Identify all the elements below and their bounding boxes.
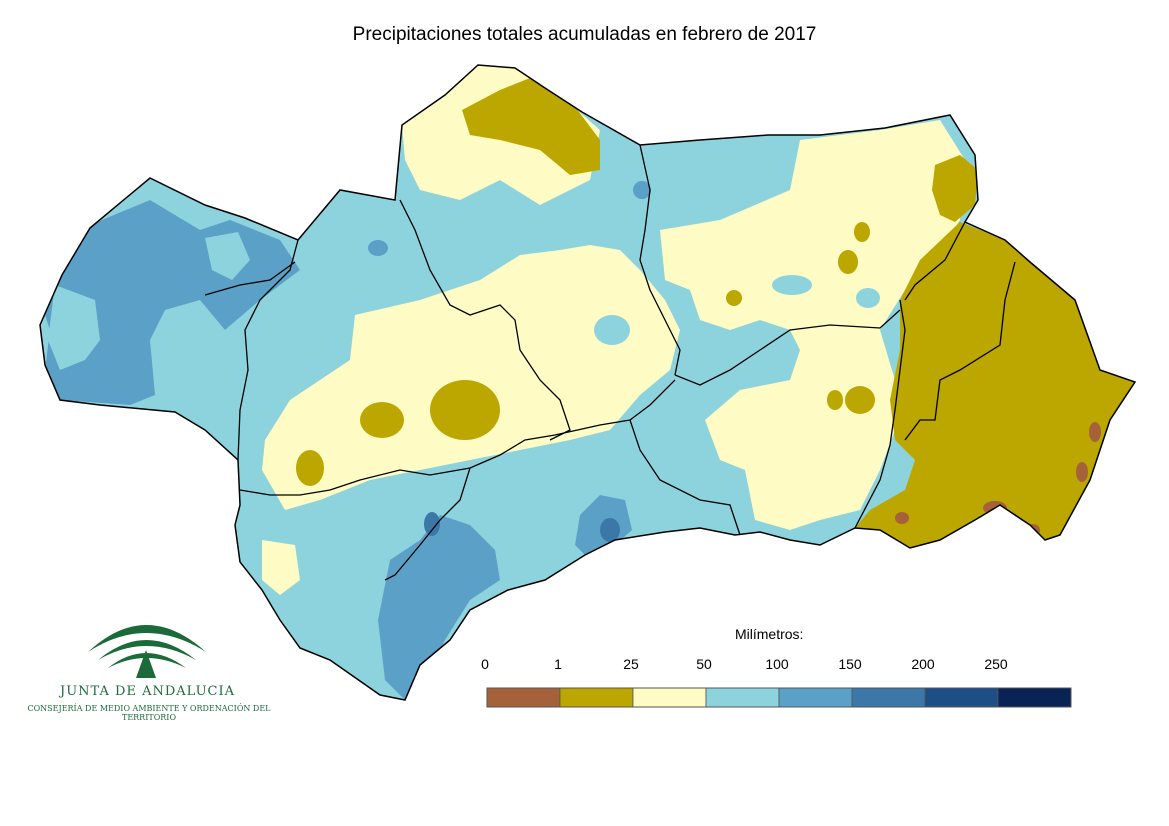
mid-spot-1 xyxy=(594,315,630,345)
dry-spot-3 xyxy=(296,450,324,486)
legend-swatch xyxy=(924,687,999,708)
minimal-spot-1 xyxy=(1089,422,1101,442)
province-borders xyxy=(204,144,1016,581)
dry-spot-8 xyxy=(726,290,742,306)
border-malaga-granada xyxy=(629,419,741,536)
legend-tick-label: 150 xyxy=(838,656,862,672)
legend-tick-label: 0 xyxy=(481,656,489,672)
dry-spot-1 xyxy=(430,380,500,440)
minimal-spot-2 xyxy=(1076,462,1088,482)
border-almeria-north xyxy=(904,221,966,301)
low-zone-cadiz xyxy=(262,540,300,595)
dry-spot-5 xyxy=(827,390,843,410)
logo-arc-outer xyxy=(88,625,206,652)
legend-swatch xyxy=(851,687,926,708)
border-cordoba-jaen xyxy=(639,144,681,376)
legend-title: Milímetros: xyxy=(735,626,804,642)
mid-spot-3 xyxy=(772,275,812,295)
higher-spot-1 xyxy=(424,512,440,536)
legend-swatch xyxy=(559,687,634,708)
logo-leaf xyxy=(136,650,156,678)
logo-subtitle: CONSEJERÍA DE MEDIO AMBIENTE Y ORDENACIÓ… xyxy=(27,704,271,722)
legend-color-scale xyxy=(486,687,1072,708)
legend-frame xyxy=(486,687,1072,708)
legend-tick-label: 25 xyxy=(623,656,639,672)
border-almeria-east xyxy=(904,261,1016,441)
dry-zone-northeast xyxy=(932,155,978,222)
low-zone-central xyxy=(262,245,680,510)
mid-zone-huelva xyxy=(48,285,100,370)
logo-arc-inner xyxy=(108,653,186,668)
legend-swatch xyxy=(632,687,707,708)
high-spot-cordoba xyxy=(633,181,651,199)
border-huelva-sevilla xyxy=(237,239,299,461)
legend-swatch xyxy=(778,687,853,708)
high-spot-sevilla xyxy=(368,240,388,256)
legend-tick-label: 50 xyxy=(696,656,712,672)
dry-spot-4 xyxy=(845,386,875,414)
dry-spot-7 xyxy=(854,222,870,242)
legend-swatch xyxy=(997,687,1072,708)
legend-tick-label: 250 xyxy=(984,656,1008,672)
legend-swatch xyxy=(486,687,561,708)
mid-spot-2 xyxy=(856,288,880,308)
dry-spot-2 xyxy=(360,402,404,438)
dry-zone-almeria xyxy=(855,222,1135,548)
border-cadiz-malaga xyxy=(384,467,471,581)
border-granada-almeria xyxy=(854,299,906,529)
border-huelva-coast xyxy=(204,261,296,296)
logo-name: JUNTA DE ANDALUCIA xyxy=(60,684,235,699)
border-jaen-granada xyxy=(674,309,901,386)
minimal-spot-4 xyxy=(895,512,909,524)
legend-tick-label: 200 xyxy=(911,656,935,672)
junta-logo-emblem xyxy=(88,625,206,678)
low-zone-east xyxy=(660,120,965,530)
logo-arc-middle xyxy=(98,640,196,660)
dry-spot-6 xyxy=(838,250,858,274)
minimal-spot-5 xyxy=(1026,524,1040,536)
higher-spot-2 xyxy=(600,518,620,542)
legend-tick-label: 1 xyxy=(554,656,562,672)
border-sevilla-cordoba xyxy=(399,199,571,441)
legend-tick-label: 100 xyxy=(765,656,789,672)
high-zone-cadiz xyxy=(378,515,500,700)
map-title: Precipitaciones totales acumuladas en fe… xyxy=(352,24,817,45)
mid-zone-huelva-2 xyxy=(205,232,250,280)
legend-swatch xyxy=(705,687,780,708)
dry-zone-north xyxy=(462,78,600,175)
